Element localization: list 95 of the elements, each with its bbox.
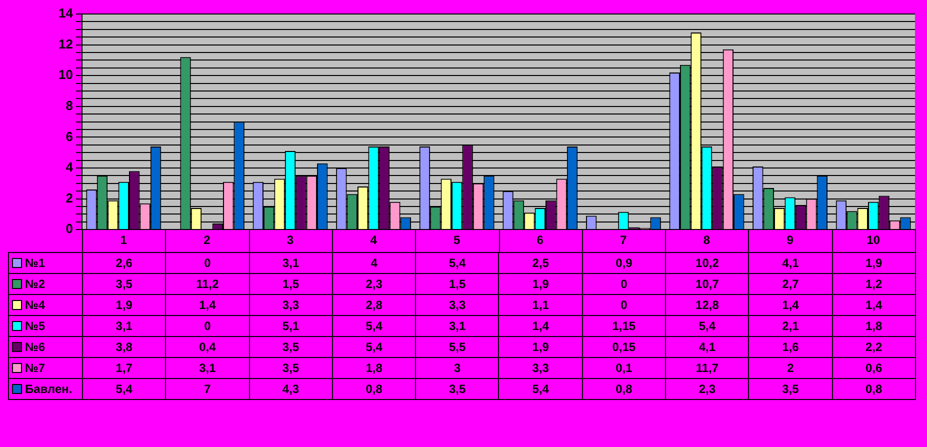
x-tick-label: 7 <box>620 233 628 248</box>
data-label: 0 <box>582 274 666 294</box>
data-label: 0,15 <box>582 336 666 358</box>
data-label: 1,4 <box>498 316 582 336</box>
x-tick-label: 6 <box>536 233 544 248</box>
data-label: 0 <box>166 316 250 336</box>
data-label: 1,5 <box>416 274 499 294</box>
data-label: 1,8 <box>332 358 416 378</box>
data-label: 4,1 <box>748 252 832 274</box>
data-label: 0,6 <box>832 358 916 378</box>
legend-label: Бавлен. <box>8 378 82 400</box>
y-tick-label: 2 <box>66 190 73 206</box>
data-label: 3,3 <box>498 358 582 378</box>
data-label: 5,4 <box>416 252 499 274</box>
data-label: 3,3 <box>249 294 332 316</box>
data-label: 3,1 <box>249 252 332 274</box>
data-label: 11,7 <box>666 358 749 378</box>
data-label: 1,9 <box>498 336 582 358</box>
x-tick-label: 9 <box>786 233 794 248</box>
y-tick-label: 0 <box>66 221 73 236</box>
data-label: 5,4 <box>498 378 582 400</box>
data-label: 3,3 <box>416 294 499 316</box>
data-label: 0 <box>582 294 666 316</box>
data-label: 2,3 <box>666 378 749 400</box>
data-label: 1,9 <box>498 274 582 294</box>
data-label: 1,9 <box>832 252 916 274</box>
data-label: 1,8 <box>832 316 916 336</box>
legend-label: №2 <box>8 274 82 294</box>
data-label: 1,6 <box>748 336 832 358</box>
legend-label: №1 <box>8 252 82 274</box>
data-label: 11,2 <box>166 274 250 294</box>
data-label: 1,9 <box>82 294 166 316</box>
x-tick-label: 8 <box>703 233 710 248</box>
x-tick-label: 4 <box>370 233 378 248</box>
legend-label: №6 <box>8 336 82 358</box>
y-tick-label: 14 <box>58 6 74 21</box>
data-label: 2,3 <box>332 274 416 294</box>
data-label: 0,1 <box>582 358 666 378</box>
data-label: 12,8 <box>666 294 749 316</box>
y-tick-label: 8 <box>66 98 73 113</box>
data-label: 5,4 <box>332 336 416 358</box>
data-label: 5,4 <box>332 316 416 336</box>
data-label: 3,5 <box>748 378 832 400</box>
data-label: 2,6 <box>82 252 166 274</box>
data-label: 5,4 <box>666 316 749 336</box>
data-label: 4,3 <box>249 378 332 400</box>
x-tick-label: 3 <box>286 233 294 248</box>
x-tick-label: 2 <box>204 233 211 248</box>
data-label: 2,2 <box>832 336 916 358</box>
y-tick-label: 12 <box>58 36 73 52</box>
x-tick-label: 5 <box>454 233 461 248</box>
data-label: 1,7 <box>82 358 166 378</box>
data-label: 0,8 <box>332 378 416 400</box>
data-label: 10,2 <box>666 252 749 274</box>
legend-label: №4 <box>8 294 82 316</box>
data-label: 5,4 <box>82 378 166 400</box>
data-label: 3,8 <box>82 336 166 358</box>
y-tick-label: 10 <box>58 67 73 82</box>
data-label: 1,4 <box>166 294 250 316</box>
data-label: 3 <box>416 358 499 378</box>
data-label: 3,1 <box>416 316 499 336</box>
legend-label: №5 <box>8 316 82 336</box>
data-label: 0,4 <box>166 336 250 358</box>
data-label: 3,1 <box>166 358 250 378</box>
data-label: 1,4 <box>832 294 916 316</box>
data-label: 2,5 <box>498 252 582 274</box>
data-label: 2,1 <box>748 316 832 336</box>
data-label: 1,2 <box>832 274 916 294</box>
data-label: 1,4 <box>748 294 832 316</box>
x-tick-label: 1 <box>120 233 128 248</box>
data-label: 3,5 <box>249 358 332 378</box>
data-label: 2,8 <box>332 294 416 316</box>
data-label: 0,8 <box>582 378 666 400</box>
data-label: 3,5 <box>249 336 332 358</box>
data-label: 1,5 <box>249 274 332 294</box>
data-label: 10,7 <box>666 274 749 294</box>
data-label: 3,1 <box>82 316 166 336</box>
data-label: 1,15 <box>582 316 666 336</box>
data-label: 2,7 <box>748 274 832 294</box>
y-tick-label: 6 <box>66 128 73 144</box>
data-label: 5,5 <box>416 336 499 358</box>
x-tick-label: 10 <box>866 233 880 248</box>
data-label: 1,1 <box>498 294 582 316</box>
data-label: 0 <box>166 252 250 274</box>
data-label: 0,8 <box>832 378 916 400</box>
legend-label: №7 <box>8 358 82 378</box>
data-label: 7 <box>166 378 250 400</box>
data-label: 4,1 <box>666 336 749 358</box>
data-label: 4 <box>332 252 416 274</box>
data-label: 2 <box>748 358 832 378</box>
data-label: 0,9 <box>582 252 666 274</box>
data-label: 3,5 <box>416 378 499 400</box>
data-label: 3,5 <box>82 274 166 294</box>
data-label: 5,1 <box>249 316 332 336</box>
y-tick-label: 4 <box>66 160 74 175</box>
